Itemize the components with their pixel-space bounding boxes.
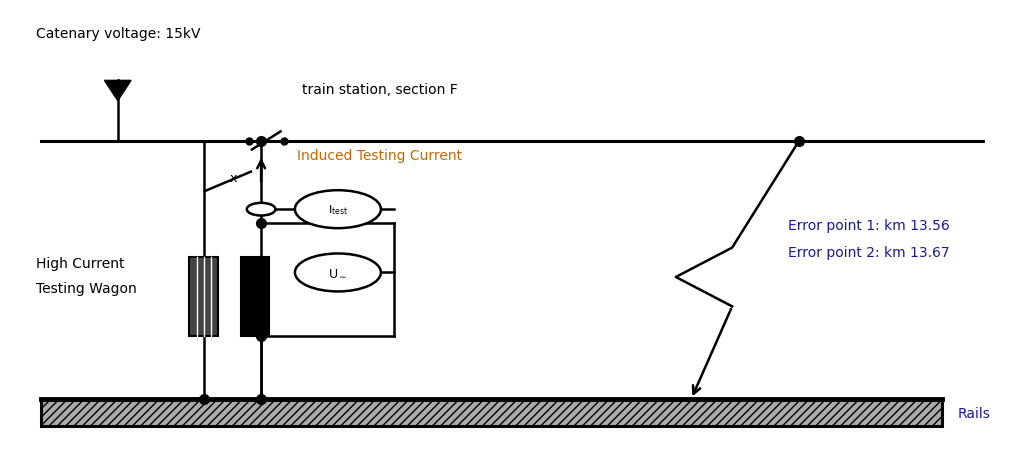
Text: x: x [229, 172, 238, 184]
Text: Catenary voltage: 15kV: Catenary voltage: 15kV [36, 27, 201, 41]
Text: Error point 2: km 13.67: Error point 2: km 13.67 [788, 246, 950, 259]
Text: U$_{\sim}$: U$_{\sim}$ [329, 267, 347, 279]
Text: Induced Testing Current: Induced Testing Current [297, 149, 462, 162]
Bar [241, 257, 269, 336]
Text: High Current: High Current [36, 257, 124, 271]
Circle shape [295, 191, 381, 229]
Bar [41, 399, 942, 426]
Bar [189, 257, 218, 336]
Circle shape [247, 203, 275, 216]
Bar [41, 399, 942, 426]
Text: train station, section F: train station, section F [302, 83, 458, 97]
Polygon shape [104, 81, 131, 101]
Text: Rails: Rails [957, 406, 990, 419]
Text: I$_{\mathsf{test}}$: I$_{\mathsf{test}}$ [328, 203, 348, 216]
Circle shape [295, 254, 381, 292]
Text: Testing Wagon: Testing Wagon [36, 282, 136, 295]
Text: Error point 1: km 13.56: Error point 1: km 13.56 [788, 219, 950, 232]
